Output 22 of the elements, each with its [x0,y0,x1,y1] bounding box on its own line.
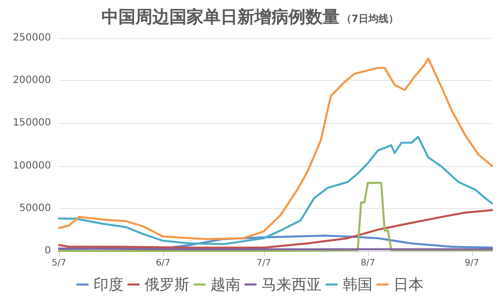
chart-title: 中国周边国家单日新增病例数量 [102,8,340,28]
x-tick-label: 5/7 [52,258,66,268]
legend-label: 越南 [210,276,240,294]
chart-subtitle: （7日均线） [342,13,398,25]
y-tick-label: 50000 [19,202,51,214]
y-tick-label: 0 [44,246,51,256]
line-series [58,136,493,246]
y-tick-label: 150000 [12,118,51,129]
legend-label: 日本 [394,276,424,294]
x-tick-label: 9/7 [464,258,480,268]
line-series [58,209,493,249]
y-tick-label: 200000 [12,75,51,86]
x-tick-label: 7/7 [256,258,271,268]
x-tick-label: 8/7 [360,258,376,268]
x-tick-label: 6/7 [156,258,170,268]
legend-label: 俄罗斯 [144,276,190,294]
line-series [58,57,493,240]
legend-label: 韩国 [342,276,372,294]
legend-label: 印度 [94,276,124,294]
y-tick-label: 250000 [12,32,51,44]
y-tick-label: 100000 [12,160,51,172]
legend-label: 马来西亚 [262,276,322,294]
